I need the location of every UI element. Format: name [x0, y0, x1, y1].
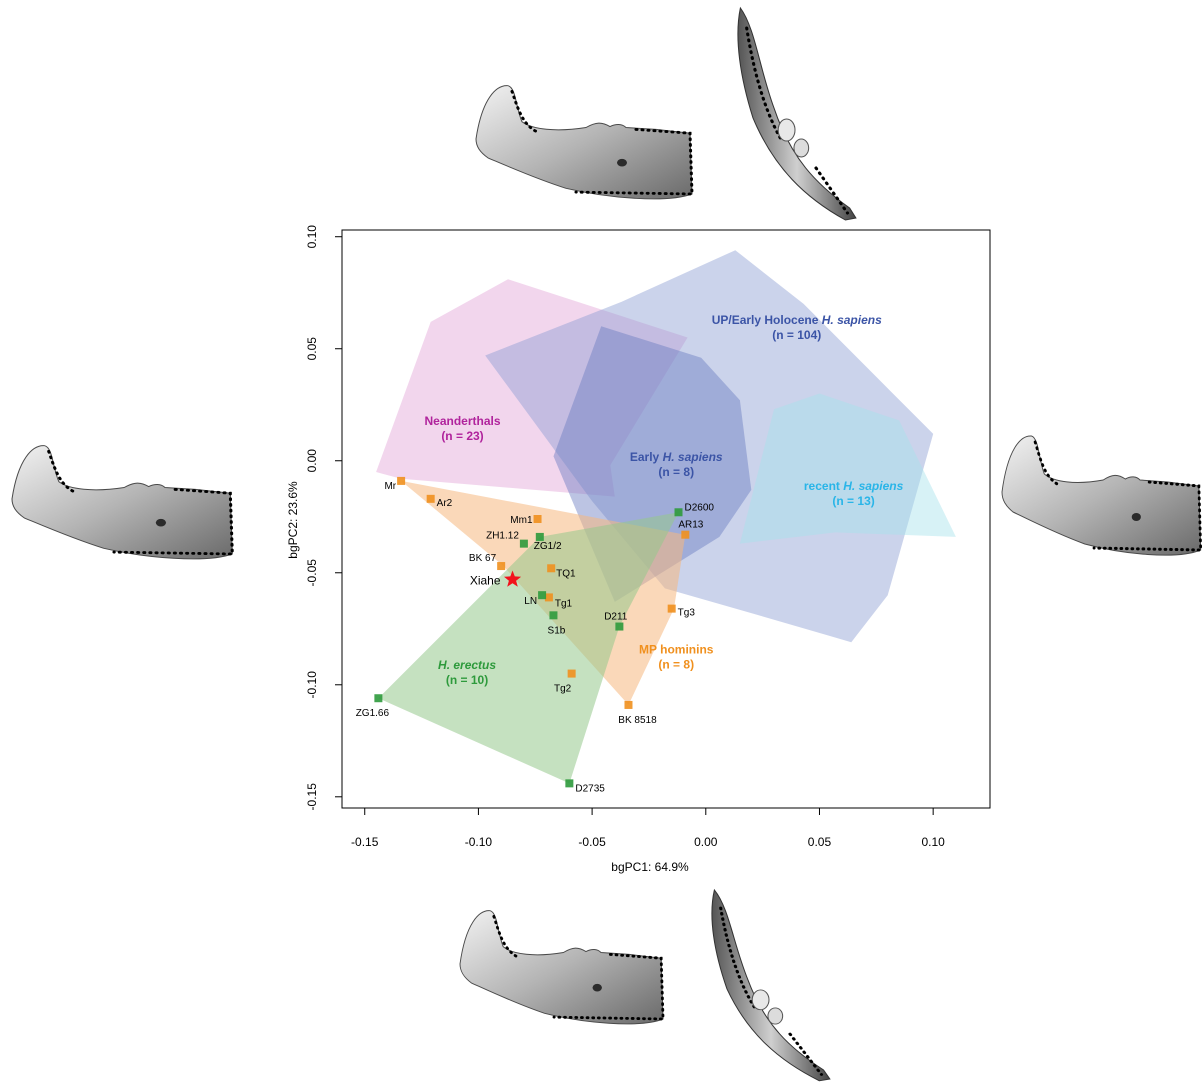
group-count-early: (n = 8): [658, 465, 694, 479]
point-label: S1b: [548, 625, 566, 636]
point-marker-BK-8518: [624, 700, 633, 709]
y-tick-label: 0.00: [305, 449, 319, 473]
point-label: AR13: [678, 520, 703, 531]
point-marker-TQ1: [547, 564, 556, 573]
group-label-erectus: H. erectus: [438, 658, 496, 672]
point-marker-LN: [538, 591, 547, 600]
hull-upeh: [485, 250, 934, 643]
group-count-upeh: (n = 104): [772, 328, 821, 342]
point-label: Ar2: [437, 498, 453, 509]
point-marker-D211: [615, 622, 624, 631]
mandible-right-lateral-icon: [1000, 434, 1203, 557]
point-label: Tg1: [555, 598, 573, 609]
group-count-recent: (n = 13): [832, 494, 874, 508]
x-tick-label: 0.00: [694, 835, 718, 849]
point-label: D2735: [575, 783, 605, 794]
group-label-mp: MP hominins: [639, 642, 714, 656]
y-axis-title: bgPC2: 23.6%: [286, 481, 300, 559]
highlight-label: Xiahe: [470, 573, 501, 587]
hull-neanderthals: [376, 279, 688, 497]
point-label: ZH1.12: [486, 531, 519, 542]
point-marker-BK-67: [497, 562, 506, 571]
point-label: LN: [524, 596, 537, 607]
point-marker-Mm1: [533, 515, 542, 523]
hull-erectus: [378, 512, 679, 784]
point-label: Tg3: [678, 608, 696, 619]
point-marker-ZG1-2: [535, 532, 544, 541]
group-count-neanderthals: (n = 23): [441, 429, 483, 443]
point-label: BK 67: [469, 553, 497, 564]
x-tick-label: -0.05: [578, 835, 606, 849]
group-hulls: [376, 250, 956, 784]
y-tick-label: -0.10: [305, 671, 319, 699]
point-marker-Tg1: [544, 593, 553, 602]
point-marker-ZH1-12: [519, 539, 528, 548]
x-tick-label: -0.10: [465, 835, 493, 849]
x-axis-title: bgPC1: 64.9%: [611, 860, 689, 874]
point-label: D2600: [685, 502, 715, 513]
highlight-star-icon: [504, 570, 522, 587]
mandible-top-lateral-icon: [474, 84, 694, 201]
point-label: Mm1: [510, 515, 533, 526]
point-marker-S1b: [549, 611, 558, 620]
group-label-early: Early H. sapiens: [630, 450, 723, 464]
point-marker-Mr: [397, 476, 406, 485]
point-marker-ZG1-66: [374, 694, 383, 703]
point-label: TQ1: [556, 568, 576, 579]
plot-frame: [341, 229, 991, 809]
hull-recent: [739, 393, 956, 544]
x-tick-label: -0.15: [351, 835, 379, 849]
x-tick-label: 0.05: [808, 835, 832, 849]
y-axis: -0.15 -0.10 -0.05 0.00 0.05 0.10: [305, 225, 342, 811]
point-label: ZG1.66: [356, 708, 390, 719]
specimen-points: Mr Ar2 Mm1 BK 67 TQ1 Tg1 Tg3 AR13 Tg2 BK 8518 ZH1.…: [356, 476, 715, 794]
group-label-neanderthals: Neanderthals: [424, 414, 500, 428]
point-label: Tg2: [554, 684, 572, 695]
group-count-mp: (n = 8): [658, 657, 694, 671]
mandible-top-occlusal-icon: [736, 6, 858, 222]
y-tick-label: 0.10: [305, 225, 319, 249]
group-label-upeh: UP/Early Holocene H. sapiens: [712, 313, 882, 327]
y-tick-label: 0.05: [305, 337, 319, 361]
y-tick-label: -0.15: [305, 783, 319, 811]
point-label: Mr: [384, 481, 396, 492]
point-label: D211: [604, 612, 628, 623]
group-labels: Neanderthals(n = 23) UP/Early Holocene H.…: [424, 313, 903, 687]
mandible-left-lateral-icon: [10, 444, 234, 561]
point-label: ZG1/2: [534, 541, 562, 552]
point-marker-Tg2: [567, 669, 576, 678]
point-marker-AR13: [681, 530, 690, 539]
x-tick-label: 0.10: [921, 835, 945, 849]
point-label: BK 8518: [618, 715, 657, 726]
point-marker-Ar2: [426, 494, 435, 503]
point-marker-Tg3: [667, 604, 676, 613]
mandible-bottom-lateral-icon: [458, 909, 665, 1026]
point-marker-D2600: [674, 508, 683, 517]
group-label-recent: recent H. sapiens: [804, 479, 904, 493]
point-marker-D2735: [565, 779, 574, 788]
x-axis: -0.15 -0.10 -0.05 0.00 0.05 0.10: [351, 808, 945, 849]
mandible-bottom-occlusal-icon: [710, 888, 832, 1083]
group-count-erectus: (n = 10): [446, 673, 488, 687]
y-tick-label: -0.05: [305, 559, 319, 587]
